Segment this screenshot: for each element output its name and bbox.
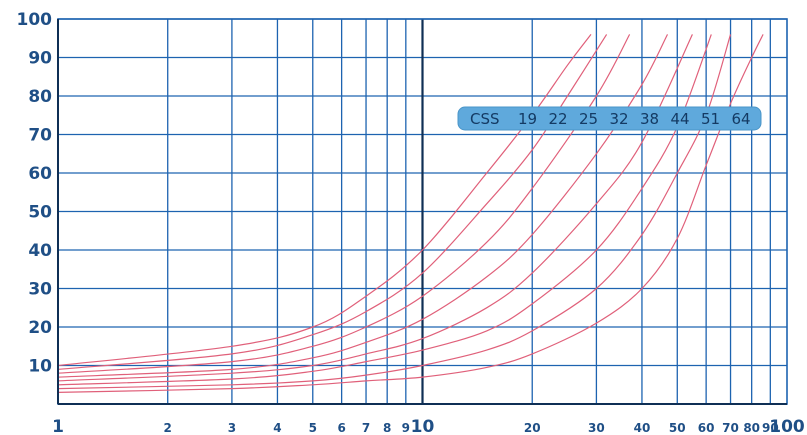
legend-item-25: 25 bbox=[579, 110, 598, 128]
x-tick-label: 100 bbox=[769, 417, 805, 435]
x-tick-label: 3 bbox=[228, 421, 236, 435]
x-tick-label: 70 bbox=[722, 421, 739, 435]
x-tick-label: 5 bbox=[309, 421, 317, 435]
x-tick-label: 4 bbox=[273, 421, 281, 435]
x-tick-label: 80 bbox=[743, 421, 760, 435]
y-tick-label: 90 bbox=[28, 49, 52, 69]
x-tick-label: 6 bbox=[337, 421, 345, 435]
legend-box bbox=[457, 106, 762, 131]
y-tick-label: 20 bbox=[28, 318, 52, 338]
x-tick-label: 1 bbox=[52, 417, 64, 435]
x-tick-label: 20 bbox=[524, 421, 541, 435]
x-tick-label: 50 bbox=[669, 421, 686, 435]
series-line-51 bbox=[57, 34, 732, 390]
series-line-19 bbox=[57, 34, 592, 367]
legend-item-22: 22 bbox=[549, 110, 568, 128]
y-tick-label: 60 bbox=[28, 164, 52, 184]
y-tick-label: 40 bbox=[28, 241, 52, 261]
y-tick-label: 10 bbox=[28, 357, 52, 377]
x-tick-label: 8 bbox=[383, 421, 391, 435]
legend-item-32: 32 bbox=[610, 110, 629, 128]
axes bbox=[57, 18, 788, 405]
x-tick-label: 10 bbox=[411, 417, 435, 435]
x-tick-label: 60 bbox=[698, 421, 715, 435]
y-tick-label: 50 bbox=[28, 203, 52, 223]
legend-title: CSS bbox=[470, 110, 500, 128]
y-tick-label: 70 bbox=[28, 126, 52, 146]
legend: CSS 19 22 25 32 38 44 51 64 bbox=[457, 106, 762, 131]
legend-item-51: 51 bbox=[701, 110, 720, 128]
series-line-38 bbox=[57, 34, 693, 382]
legend-item-64: 64 bbox=[732, 110, 751, 128]
y-tick-label: 100 bbox=[17, 10, 53, 30]
grid bbox=[58, 18, 787, 404]
legend-item-44: 44 bbox=[671, 110, 690, 128]
x-tick-label: 40 bbox=[634, 421, 651, 435]
x-tick-label: 90 bbox=[762, 421, 779, 435]
x-tick-label: 2 bbox=[164, 421, 172, 435]
y-tick-label: 80 bbox=[28, 87, 52, 107]
y-tick-label: 30 bbox=[28, 280, 52, 300]
series-line-44 bbox=[57, 34, 712, 386]
x-tick-label: 7 bbox=[362, 421, 370, 435]
y-tick-labels: 10 20 30 40 50 60 70 80 90 100 bbox=[17, 10, 53, 377]
x-tick-label: 9 bbox=[402, 421, 410, 435]
x-tick-label: 30 bbox=[588, 421, 605, 435]
legend-item-38: 38 bbox=[640, 110, 659, 128]
legend-item-19: 19 bbox=[518, 110, 537, 128]
